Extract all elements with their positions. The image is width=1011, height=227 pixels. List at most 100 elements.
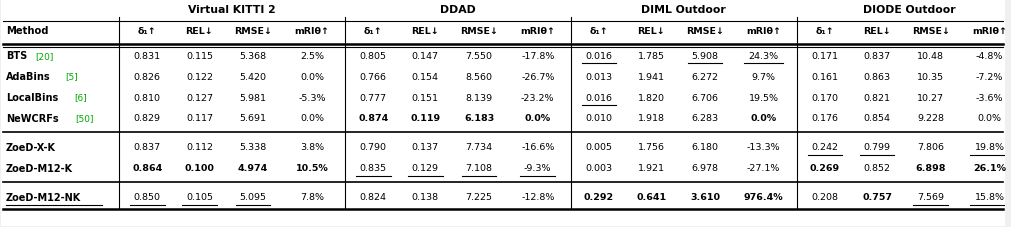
Text: 0.766: 0.766	[360, 72, 386, 81]
Text: LocalBins: LocalBins	[6, 93, 58, 103]
Text: 0.874: 0.874	[358, 114, 388, 123]
Text: REL↓: REL↓	[637, 27, 665, 35]
Text: 0.864: 0.864	[132, 164, 163, 173]
Text: 0.138: 0.138	[411, 192, 439, 201]
Text: 0.810: 0.810	[133, 93, 161, 102]
Text: 0.821: 0.821	[863, 93, 891, 102]
Text: ZoeD-M12-NK: ZoeD-M12-NK	[6, 192, 81, 202]
Text: 0.0%: 0.0%	[300, 114, 324, 123]
Text: mRIθ↑: mRIθ↑	[521, 27, 555, 35]
Text: 0.242: 0.242	[812, 143, 838, 152]
Text: 0.115: 0.115	[186, 52, 213, 60]
Text: δ₁↑: δ₁↑	[816, 27, 834, 35]
Text: AdaBins: AdaBins	[6, 72, 51, 82]
Text: DDAD: DDAD	[440, 5, 476, 15]
Text: 0.122: 0.122	[186, 72, 213, 81]
Text: 0.863: 0.863	[863, 72, 891, 81]
Text: 1.921: 1.921	[638, 164, 664, 173]
Text: 0.757: 0.757	[862, 192, 892, 201]
Text: 0.805: 0.805	[360, 52, 386, 60]
Text: -3.6%: -3.6%	[976, 93, 1003, 102]
Text: 0.824: 0.824	[360, 192, 386, 201]
Text: 1.918: 1.918	[638, 114, 664, 123]
Text: [20]: [20]	[35, 52, 54, 60]
Text: 0.170: 0.170	[812, 93, 838, 102]
Text: mRIθ↑: mRIθ↑	[746, 27, 782, 35]
Text: 8.139: 8.139	[465, 93, 492, 102]
Text: -26.7%: -26.7%	[521, 72, 554, 81]
Text: 0.003: 0.003	[585, 164, 613, 173]
Text: 3.610: 3.610	[690, 192, 720, 201]
Text: 0.831: 0.831	[133, 52, 161, 60]
Text: REL↓: REL↓	[186, 27, 213, 35]
Text: 0.837: 0.837	[133, 143, 161, 152]
Text: 0.854: 0.854	[863, 114, 891, 123]
Text: 0.119: 0.119	[410, 114, 441, 123]
Text: 0.161: 0.161	[812, 72, 838, 81]
Text: 10.5%: 10.5%	[295, 164, 329, 173]
Text: REL↓: REL↓	[863, 27, 891, 35]
Text: -9.3%: -9.3%	[524, 164, 552, 173]
Text: 0.292: 0.292	[584, 192, 614, 201]
Text: 0.010: 0.010	[585, 114, 613, 123]
Text: ZoeD-X-K: ZoeD-X-K	[6, 142, 56, 152]
Text: 6.978: 6.978	[692, 164, 719, 173]
Text: 0.171: 0.171	[812, 52, 838, 60]
Text: 0.100: 0.100	[185, 164, 214, 173]
Text: 5.095: 5.095	[240, 192, 267, 201]
Text: 0.151: 0.151	[411, 93, 439, 102]
Text: 10.48: 10.48	[917, 52, 944, 60]
Text: 4.974: 4.974	[238, 164, 268, 173]
Text: 6.180: 6.180	[692, 143, 719, 152]
Text: -4.8%: -4.8%	[976, 52, 1003, 60]
Text: 0.790: 0.790	[360, 143, 386, 152]
Text: Method: Method	[6, 26, 49, 36]
Text: 0.269: 0.269	[810, 164, 840, 173]
Text: [6]: [6]	[75, 93, 87, 102]
Text: 0.016: 0.016	[585, 93, 613, 102]
Text: δ₁↑: δ₁↑	[364, 27, 382, 35]
Text: [50]: [50]	[75, 114, 94, 123]
Text: -27.1%: -27.1%	[747, 164, 780, 173]
Text: 7.550: 7.550	[465, 52, 492, 60]
Text: 15.8%: 15.8%	[975, 192, 1005, 201]
Text: 0.0%: 0.0%	[750, 114, 776, 123]
Text: 1.756: 1.756	[638, 143, 664, 152]
Text: 6.898: 6.898	[916, 164, 946, 173]
Text: Virtual KITTI 2: Virtual KITTI 2	[188, 5, 276, 15]
Text: 0.117: 0.117	[186, 114, 213, 123]
Text: [5]: [5]	[65, 72, 78, 81]
Text: 19.5%: 19.5%	[748, 93, 778, 102]
Text: 0.112: 0.112	[186, 143, 213, 152]
Text: 0.641: 0.641	[636, 192, 666, 201]
Text: 10.35: 10.35	[917, 72, 944, 81]
Text: δ₁↑: δ₁↑	[589, 27, 609, 35]
Text: 0.850: 0.850	[133, 192, 161, 201]
Text: -12.8%: -12.8%	[521, 192, 554, 201]
Text: 0.837: 0.837	[863, 52, 891, 60]
Text: -17.8%: -17.8%	[521, 52, 554, 60]
Text: 0.129: 0.129	[411, 164, 439, 173]
Text: 5.368: 5.368	[240, 52, 267, 60]
Text: 1.785: 1.785	[638, 52, 664, 60]
Text: 1.941: 1.941	[638, 72, 664, 81]
Text: 0.176: 0.176	[812, 114, 838, 123]
Text: 6.272: 6.272	[692, 72, 719, 81]
Text: 0.013: 0.013	[585, 72, 613, 81]
Text: 0.826: 0.826	[133, 72, 161, 81]
Text: -23.2%: -23.2%	[521, 93, 554, 102]
Text: 7.734: 7.734	[465, 143, 492, 152]
Text: 0.0%: 0.0%	[525, 114, 551, 123]
Text: ZoeD-M12-K: ZoeD-M12-K	[6, 163, 73, 173]
Text: 0.154: 0.154	[411, 72, 439, 81]
Text: mRIθ↑: mRIθ↑	[294, 27, 330, 35]
Text: mRIθ↑: mRIθ↑	[972, 27, 1007, 35]
Text: 7.225: 7.225	[465, 192, 492, 201]
Text: DIODE Outdoor: DIODE Outdoor	[863, 5, 956, 15]
Text: 0.835: 0.835	[360, 164, 386, 173]
Text: 976.4%: 976.4%	[744, 192, 784, 201]
Text: RMSE↓: RMSE↓	[460, 27, 498, 35]
Text: 6.183: 6.183	[464, 114, 494, 123]
Text: -5.3%: -5.3%	[298, 93, 326, 102]
Text: 7.569: 7.569	[917, 192, 944, 201]
